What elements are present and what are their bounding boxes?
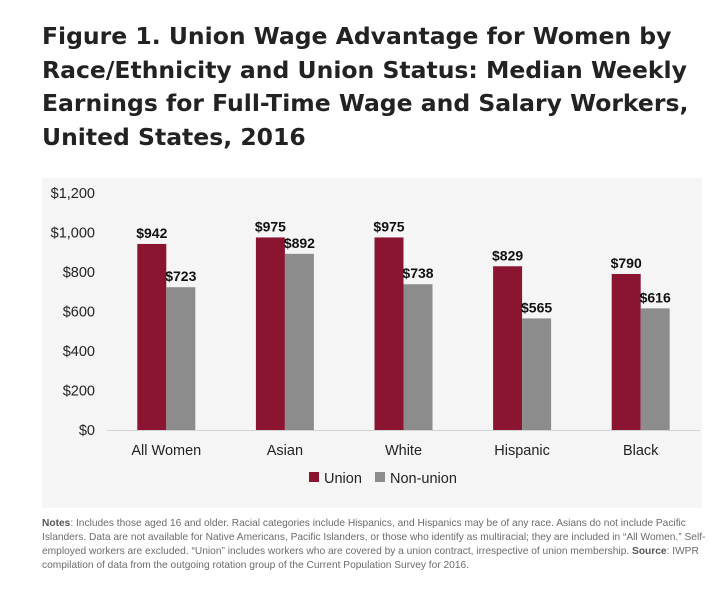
bar-union-hispanic [493, 266, 523, 430]
figure-notes: Notes: Includes those aged 16 and older.… [42, 517, 707, 573]
data-label: $723 [165, 268, 196, 284]
data-label: $892 [284, 235, 315, 251]
legend-label-union: Union [324, 471, 362, 487]
data-label: $616 [640, 289, 671, 305]
data-label: $565 [521, 299, 552, 315]
bar-chart: $0 $200 $400 $600 $800 $1,000 $1,200 $942 $723 Al… [51, 186, 700, 487]
data-label: $829 [492, 247, 523, 263]
data-label: $738 [402, 265, 433, 281]
bar-non-union-black [640, 308, 670, 430]
y-tick-label: $400 [63, 344, 95, 360]
data-label: $975 [255, 218, 286, 234]
x-tick-label: White [385, 443, 422, 459]
x-tick-label: Asian [267, 443, 303, 459]
bar-union-white [374, 237, 404, 430]
y-tick-label: $0 [79, 423, 95, 439]
bar-non-union-asian [284, 253, 314, 430]
source-text: : IWPR compilation of data from the outg… [42, 546, 699, 571]
x-tick-label: Black [623, 443, 659, 459]
x-tick-label: Hispanic [494, 443, 550, 459]
legend-label-non-union: Non-union [390, 471, 457, 487]
y-tick-label: $600 [63, 305, 95, 321]
bar-union-black [611, 273, 641, 430]
y-tick-label: $1,200 [51, 186, 95, 202]
data-label: $975 [373, 218, 404, 234]
data-label: $790 [611, 255, 642, 271]
notes-label: Notes [42, 518, 71, 529]
notes-text: : Includes those aged 16 and older. Raci… [42, 518, 706, 557]
y-tick-label: $800 [63, 265, 95, 281]
y-tick-label: $200 [63, 384, 95, 400]
bar-union-all-women [137, 243, 167, 430]
source-label: Source [632, 546, 667, 557]
legend-swatch-non-union [375, 472, 385, 482]
data-label: $942 [136, 225, 167, 241]
bar-non-union-all-women [166, 287, 196, 430]
x-tick-label: All Women [131, 443, 201, 459]
bar-union-asian [255, 237, 285, 430]
bar-non-union-hispanic [522, 318, 552, 430]
y-tick-label: $1,000 [51, 226, 95, 242]
bar-non-union-white [403, 284, 433, 430]
chart-title: Figure 1. Union Wage Advantage for Women… [42, 22, 689, 151]
legend-swatch-union [309, 472, 319, 482]
